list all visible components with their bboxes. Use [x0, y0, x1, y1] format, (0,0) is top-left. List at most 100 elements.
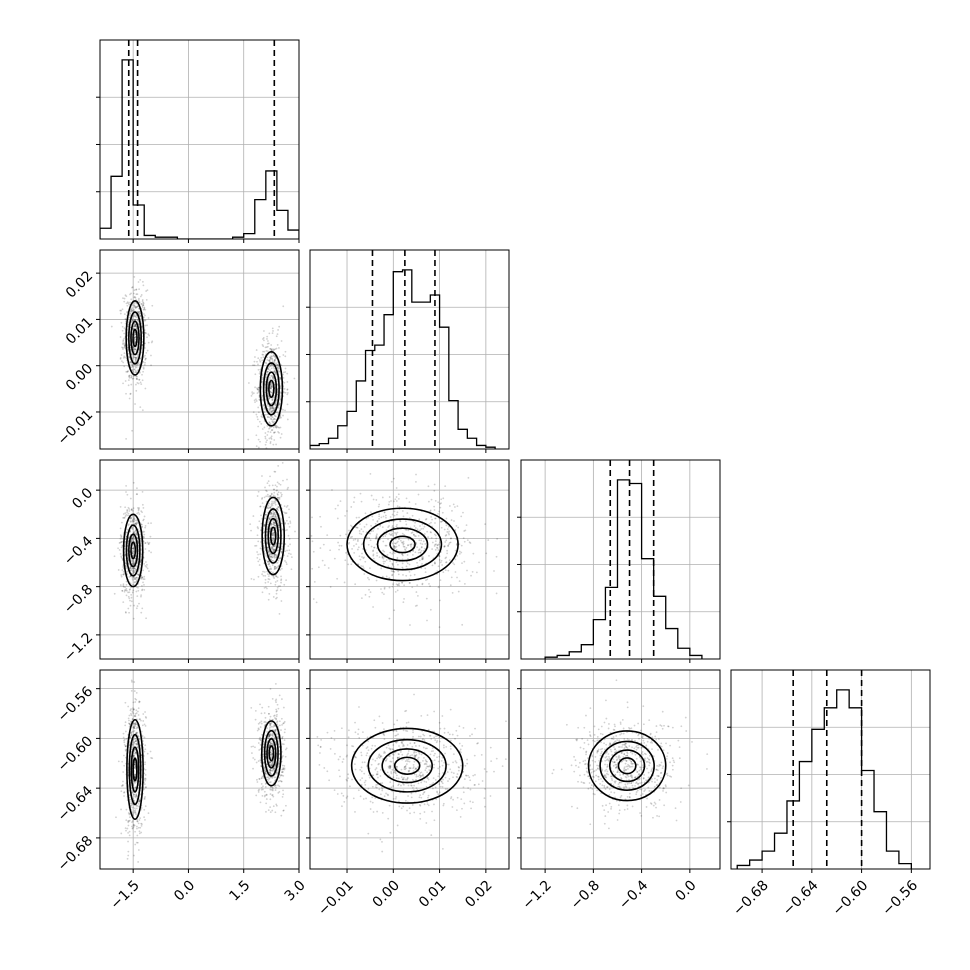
sample-point — [283, 767, 286, 770]
sample-point — [143, 307, 146, 310]
sample-point — [132, 507, 135, 510]
sample-point — [429, 531, 432, 533]
sample-point — [282, 408, 284, 411]
sample-point — [276, 496, 279, 499]
sample-point — [128, 375, 130, 378]
sample-point — [270, 513, 273, 516]
sample-point — [317, 566, 320, 569]
sample-point — [252, 364, 254, 367]
sample-point — [260, 739, 262, 742]
sample-point — [391, 532, 394, 535]
sample-point — [133, 730, 136, 732]
sample-point — [391, 513, 394, 516]
sample-point — [126, 510, 129, 512]
sample-point — [268, 592, 271, 595]
sample-point — [284, 350, 287, 353]
sample-point — [266, 345, 269, 348]
sample-point — [263, 525, 266, 528]
sample-point — [271, 376, 274, 379]
sample-point — [455, 525, 458, 527]
sample-point — [412, 543, 415, 546]
sample-point — [281, 698, 283, 700]
sample-point — [151, 340, 154, 343]
sample-point — [129, 517, 132, 520]
sample-point — [281, 735, 284, 738]
sample-point — [368, 537, 370, 539]
sample-point — [495, 555, 498, 558]
sample-point — [396, 563, 399, 566]
sample-point — [271, 547, 274, 550]
sample-point — [407, 538, 410, 541]
sample-point — [410, 532, 413, 534]
sample-point — [259, 736, 262, 739]
sample-point — [134, 782, 136, 784]
sample-point — [273, 521, 275, 524]
sample-point — [256, 495, 259, 497]
sample-point — [130, 804, 133, 807]
sample-point — [351, 548, 353, 550]
sample-point — [279, 426, 282, 429]
sample-point — [266, 350, 269, 353]
sample-point — [456, 555, 459, 557]
sample-point — [273, 577, 276, 579]
sample-point — [268, 734, 271, 737]
sample-point — [272, 418, 275, 421]
sample-point — [131, 364, 134, 367]
sample-point — [352, 539, 355, 541]
sample-point — [123, 346, 126, 349]
sample-point — [268, 718, 271, 721]
sample-point — [268, 517, 271, 520]
sample-point — [265, 772, 268, 775]
sample-point — [140, 824, 143, 827]
sample-point — [401, 581, 403, 584]
sample-point — [344, 514, 347, 517]
sample-point — [137, 735, 140, 738]
sample-point — [394, 542, 397, 545]
sample-point — [138, 832, 141, 835]
sample-point — [134, 365, 137, 368]
sample-point — [130, 527, 133, 530]
sample-point — [270, 742, 272, 745]
sample-point — [126, 311, 129, 314]
sample-point — [132, 531, 135, 534]
sample-point — [124, 317, 127, 320]
sample-point — [267, 777, 270, 779]
sample-point — [143, 347, 146, 349]
sample-point — [133, 727, 136, 730]
sample-point — [137, 574, 140, 577]
sample-point — [396, 511, 399, 514]
sample-point — [276, 596, 278, 599]
sample-point — [120, 832, 123, 835]
sample-point — [135, 366, 138, 368]
sample-point — [456, 576, 458, 579]
sample-point — [257, 446, 260, 449]
sample-point — [384, 544, 387, 547]
sample-point — [264, 384, 267, 387]
density-contour — [267, 517, 279, 555]
sample-point — [123, 332, 126, 335]
sample-point — [444, 541, 447, 543]
sample-point — [354, 583, 357, 586]
sample-point — [133, 314, 136, 317]
sample-point — [278, 757, 281, 760]
sample-point — [287, 545, 290, 548]
sample-point — [132, 701, 135, 704]
sample-point — [134, 357, 137, 359]
sample-point — [144, 761, 147, 764]
sample-point — [256, 729, 259, 732]
sample-point — [268, 396, 270, 399]
sample-point — [140, 594, 143, 597]
sample-point — [135, 731, 138, 734]
sample-point — [378, 513, 381, 516]
sample-point — [145, 351, 148, 354]
sample-point — [125, 611, 127, 614]
sample-point — [267, 737, 270, 739]
sample-point — [416, 604, 418, 607]
sample-point — [131, 537, 134, 540]
sample-point — [268, 734, 271, 737]
sample-point — [409, 526, 412, 529]
sample-point — [271, 564, 274, 566]
sample-point — [273, 776, 276, 779]
sample-point — [143, 736, 146, 739]
sample-point — [282, 722, 285, 724]
